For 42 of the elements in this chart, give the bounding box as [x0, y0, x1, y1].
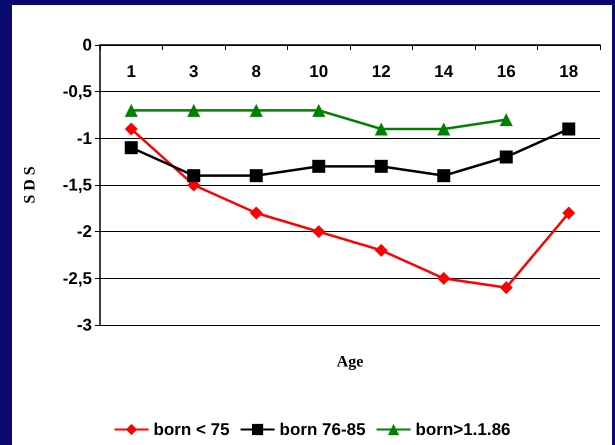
- point: [250, 104, 263, 117]
- point: [250, 169, 263, 182]
- x-tick-label: 16: [496, 62, 516, 81]
- y-tick-label: -2,5: [62, 268, 92, 288]
- x-tick-label: 14: [434, 62, 454, 81]
- point: [312, 160, 326, 173]
- x-tick-label: 12: [372, 62, 391, 81]
- point: [250, 206, 263, 220]
- point: [374, 160, 388, 173]
- y-tick-label: -1: [76, 128, 92, 148]
- point: [312, 104, 326, 117]
- point: [562, 122, 576, 136]
- y-tick-label: -2: [76, 222, 92, 242]
- x-tick-label: 3: [189, 62, 198, 81]
- legend-label: born 76-85: [280, 420, 366, 439]
- point: [312, 225, 326, 238]
- point: [500, 281, 513, 294]
- point: [562, 206, 576, 220]
- x-tick-label: 1: [126, 62, 136, 81]
- y-tick-label: 0: [82, 36, 92, 54]
- x-tick-label: 8: [252, 62, 261, 81]
- point: [374, 122, 388, 136]
- point: [124, 141, 138, 154]
- y-tick-label: -3: [76, 316, 92, 334]
- point: [124, 122, 138, 136]
- point: [187, 169, 200, 182]
- point: [124, 104, 138, 117]
- x-tick-label: 18: [559, 62, 578, 81]
- y-axis-title: S D S: [22, 166, 38, 204]
- point: [374, 244, 388, 257]
- x-tick-label: 10: [309, 62, 328, 81]
- point: [437, 122, 450, 136]
- x-axis-title: Age: [336, 354, 364, 370]
- point: [187, 104, 200, 117]
- y-tick-label: -1,5: [62, 176, 92, 194]
- legend-label: born>1.1.86: [416, 420, 510, 439]
- legend-label: born < 75: [154, 420, 230, 439]
- y-tick-label: -0,5: [62, 82, 92, 102]
- point: [500, 113, 513, 126]
- point: [437, 272, 450, 285]
- point: [437, 169, 450, 182]
- point: [500, 150, 513, 164]
